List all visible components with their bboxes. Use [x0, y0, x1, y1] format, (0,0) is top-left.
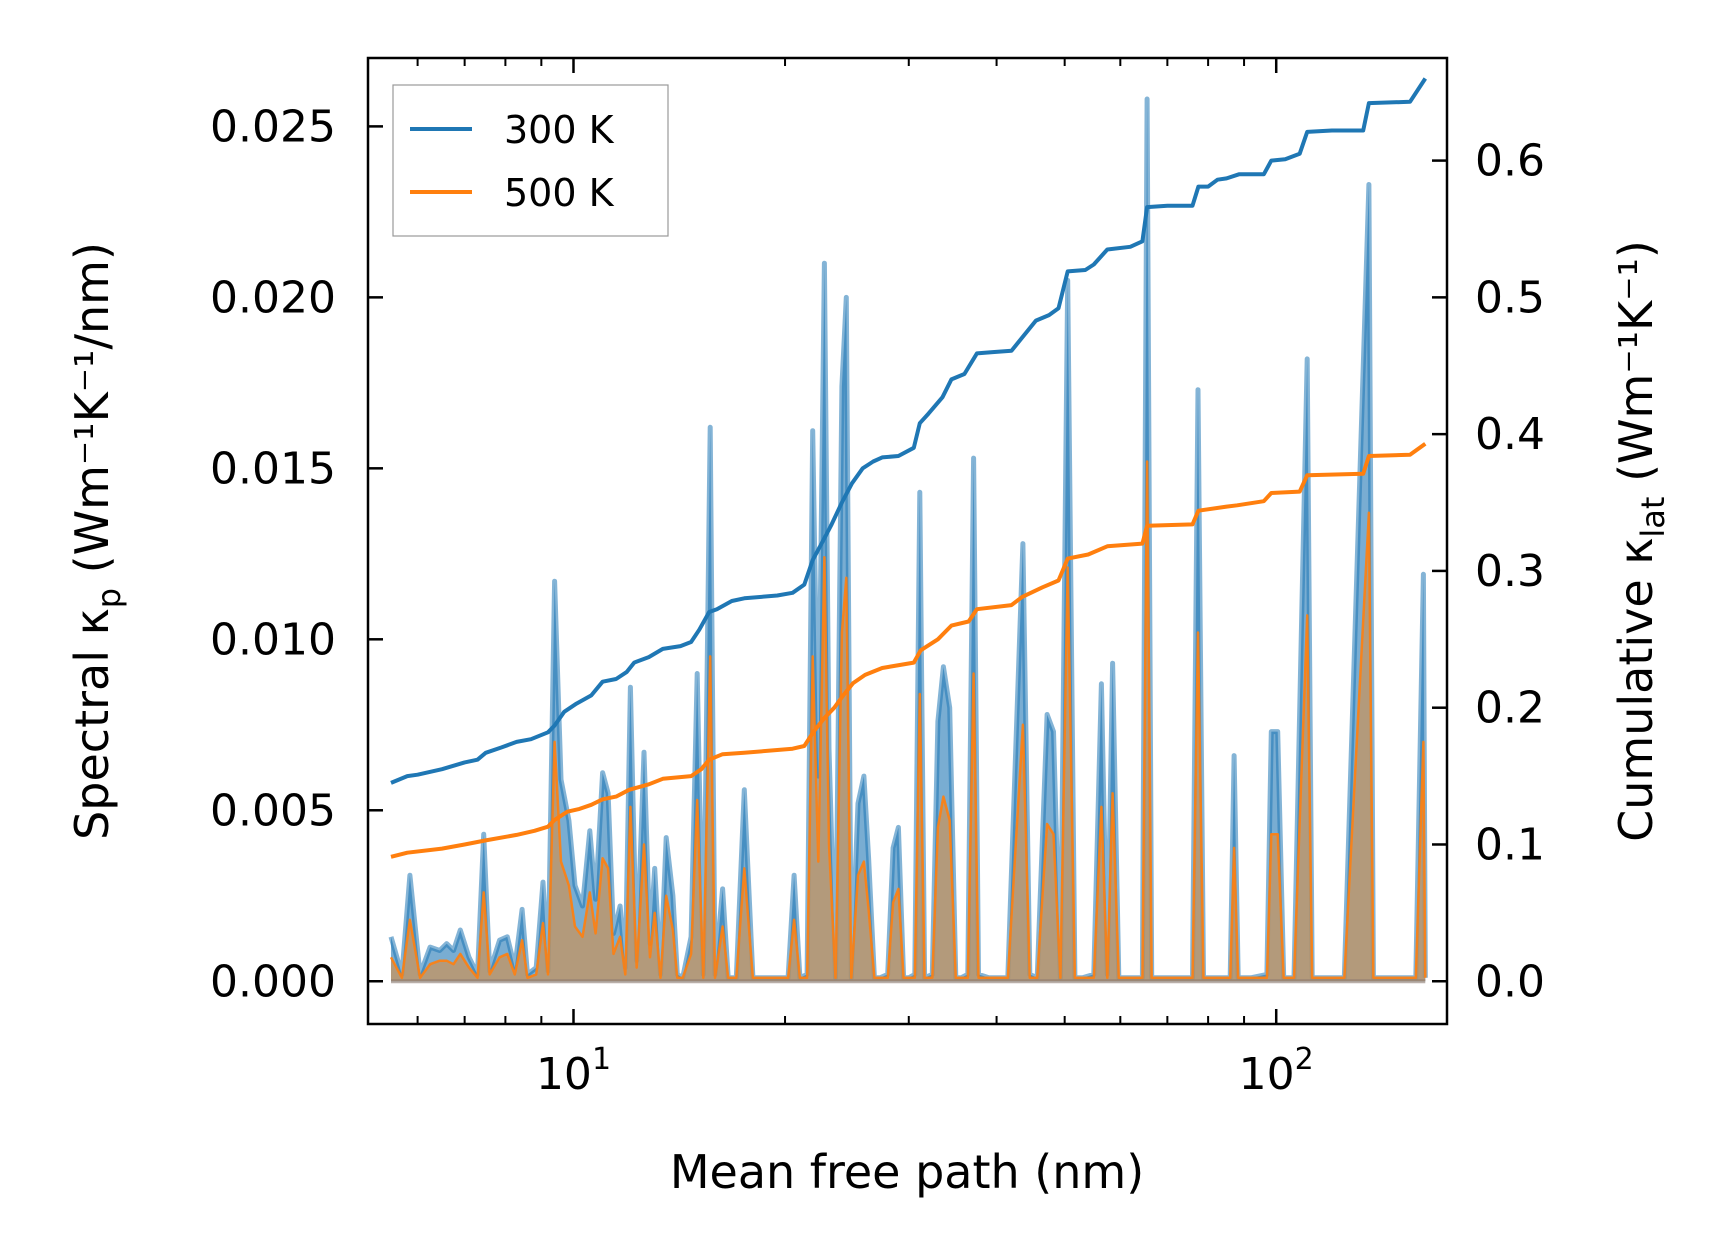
- x-tick-label-exponent: 1: [592, 1042, 611, 1077]
- spectral-layer: [388, 96, 1428, 984]
- left-tick-label: 0.010: [210, 614, 336, 665]
- legend: 300 K 500 K: [392, 84, 669, 237]
- left-tick-label: 0.005: [210, 785, 336, 836]
- right-tick-label: 0.1: [1475, 819, 1545, 870]
- x-axis-title: Mean free path (nm): [670, 1145, 1144, 1199]
- right-axis-title-subscript: lat: [1634, 497, 1672, 538]
- left-axis-title-subscript: p: [90, 588, 128, 608]
- left-axis-title-units: (Wm⁻¹K⁻¹/nm): [65, 242, 119, 588]
- left-tick-label: 0.020: [210, 272, 336, 323]
- x-tick-label-base: 10: [1239, 1049, 1295, 1100]
- right-axis-title-prefix: Cumulative κ: [1609, 538, 1663, 842]
- right-axis-title-units: (Wm⁻¹K⁻¹): [1609, 240, 1663, 496]
- legend-label-300k: 300 K: [504, 108, 615, 152]
- right-tick-label: 0.2: [1475, 683, 1545, 734]
- left-axis-title: Spectral κp (Wm⁻¹K⁻¹/nm): [65, 242, 128, 840]
- left-tick-label: 0.025: [210, 101, 336, 152]
- cumulative-300k-line: [390, 77, 1427, 785]
- right-tick-label: 0.6: [1475, 136, 1545, 187]
- ticks-layer: 101 1020.0000.0050.0100.0150.0200.0250.00…: [210, 58, 1545, 1100]
- x-tick-label-exponent: 2: [1295, 1042, 1314, 1077]
- left-axis-title-prefix: Spectral κ: [65, 608, 119, 840]
- right-tick-label: 0.3: [1475, 546, 1545, 597]
- left-tick-label: 0.000: [210, 956, 336, 1007]
- x-tick-label-base: 10: [536, 1049, 592, 1100]
- right-tick-label: 0.5: [1475, 272, 1545, 323]
- legend-box: [392, 84, 669, 237]
- x-tick-label: 101: [536, 1042, 611, 1100]
- left-tick-label: 0.015: [210, 443, 336, 494]
- plot-frame: [366, 56, 1449, 1026]
- cumulative-layer: [390, 77, 1427, 859]
- legend-label-500k: 500 K: [504, 171, 615, 215]
- cumulative-500k-line: [390, 442, 1427, 859]
- right-tick-label: 0.4: [1475, 409, 1545, 460]
- spectral-500k-line: [389, 460, 1427, 980]
- right-axis-title: Cumulative κlat (Wm⁻¹K⁻¹): [1609, 240, 1672, 842]
- right-tick-label: 0.0: [1475, 956, 1545, 1007]
- x-tick-label: 102: [1239, 1042, 1314, 1100]
